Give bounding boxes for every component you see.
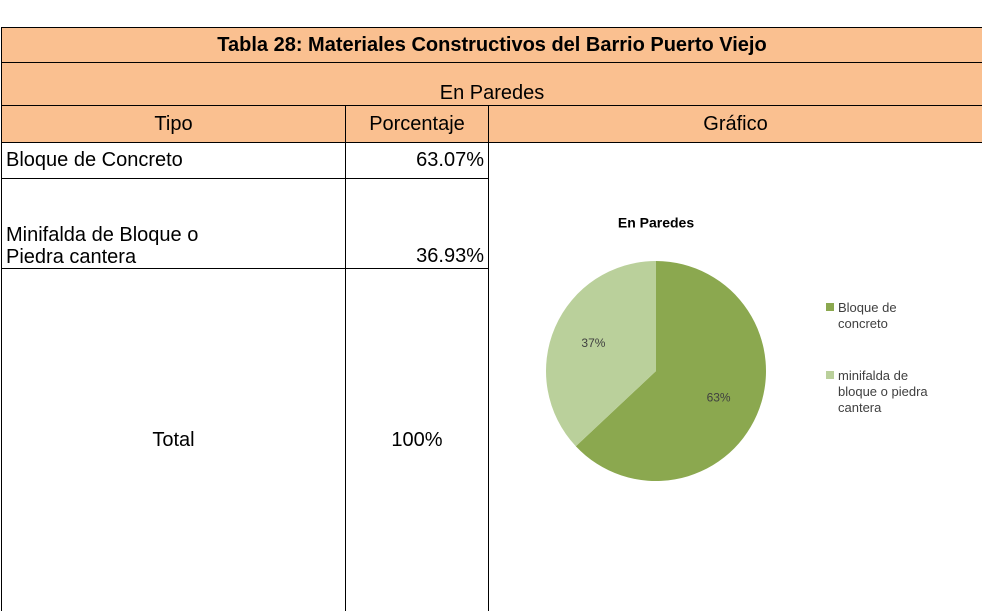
cell-text: Bloque de Concreto [6,149,183,171]
pie-slice [575,261,766,481]
legend-label: Bloque de concreto [838,300,897,331]
cell-text: Minifalda de Bloque o [6,224,199,246]
percent-cell: 63.07% [345,142,489,179]
header-cell: Porcentaje [345,105,489,143]
slice-label: 63% [707,390,731,404]
materials-table: Tabla 28: Materiales Constructivos del B… [0,27,982,611]
header-cell: Gráfico [487,105,982,143]
pie-slice [546,261,656,447]
cell-text: Piedra cantera [6,246,137,268]
type-cell: Total [1,268,346,611]
slice-label: 37% [581,336,605,350]
percent-cell: 100% [345,268,489,611]
legend-swatch [826,303,834,311]
legend-swatch [826,371,834,379]
table-title: Tabla 28: Materiales Constructivos del B… [0,27,982,63]
chart-title: En Paredes [618,215,694,231]
cell-text: Total [152,428,195,451]
table-subtitle: En Paredes [0,62,982,106]
legend-label: minifalda de bloque o piedra cantera [838,368,928,415]
type-cell: Minifalda de Bloque o Piedra cantera [1,178,346,269]
percent-cell: 36.93% [345,178,489,269]
